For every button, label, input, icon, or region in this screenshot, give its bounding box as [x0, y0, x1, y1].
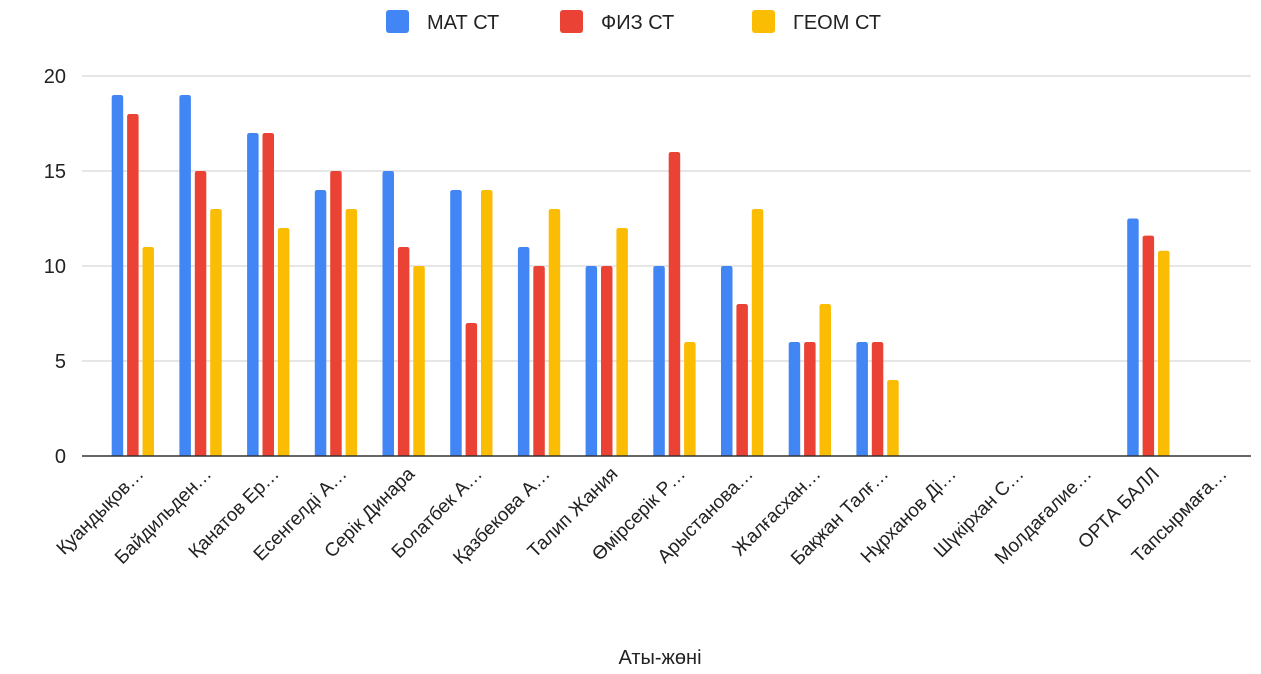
bar [548, 209, 561, 456]
bar [601, 266, 613, 456]
bar [179, 95, 191, 456]
bar [465, 323, 478, 456]
bar [684, 342, 696, 456]
bar [314, 190, 327, 456]
bar [653, 266, 665, 456]
bar [804, 342, 816, 456]
bar [819, 304, 831, 456]
y-tick-label: 15 [44, 161, 66, 183]
bar [345, 209, 358, 456]
x-axis-title: Аты-жөні [618, 647, 701, 669]
x-axis: Қуандықов…Байдильден…Қанатов Ер…Есенгелд… [53, 455, 1251, 570]
bar [1142, 235, 1155, 456]
bar [1127, 218, 1139, 456]
bar [194, 171, 207, 456]
bar [533, 266, 545, 456]
bar [856, 342, 868, 456]
legend-swatch [752, 10, 775, 33]
bar [1158, 250, 1170, 456]
bars [111, 95, 1170, 456]
bar [413, 266, 425, 456]
y-tick-label: 5 [55, 351, 66, 373]
bar [585, 266, 598, 456]
bar [111, 95, 124, 456]
y-tick-label: 20 [44, 66, 66, 88]
gridlines [82, 75, 1251, 362]
bar [450, 190, 462, 456]
bar [397, 247, 410, 456]
legend-swatch [386, 10, 409, 33]
bar [887, 380, 899, 456]
bar [517, 247, 530, 456]
bar [382, 171, 394, 456]
legend-label: МАТ СТ [427, 12, 499, 34]
bar [330, 171, 342, 456]
y-tick-label: 10 [44, 256, 66, 278]
bar [871, 342, 884, 456]
bar [262, 133, 274, 456]
bar [721, 266, 733, 456]
bar [736, 304, 748, 456]
legend-label: ФИЗ СТ [601, 12, 674, 34]
bar [127, 114, 139, 456]
bar [481, 190, 493, 456]
y-axis: 0 5 10 15 20 [44, 66, 66, 468]
legend-swatch [560, 10, 583, 33]
bar [210, 209, 222, 456]
bar [751, 209, 764, 456]
bar [668, 152, 681, 456]
bar [616, 228, 628, 456]
bar [247, 133, 259, 456]
y-tick-label: 0 [55, 446, 66, 468]
bar [277, 228, 290, 456]
legend-label: ГЕОМ СТ [793, 12, 881, 34]
bar [788, 342, 801, 456]
bar [142, 247, 154, 456]
legend: МАТ СТ ФИЗ СТ ГЕОМ СТ [386, 10, 881, 34]
